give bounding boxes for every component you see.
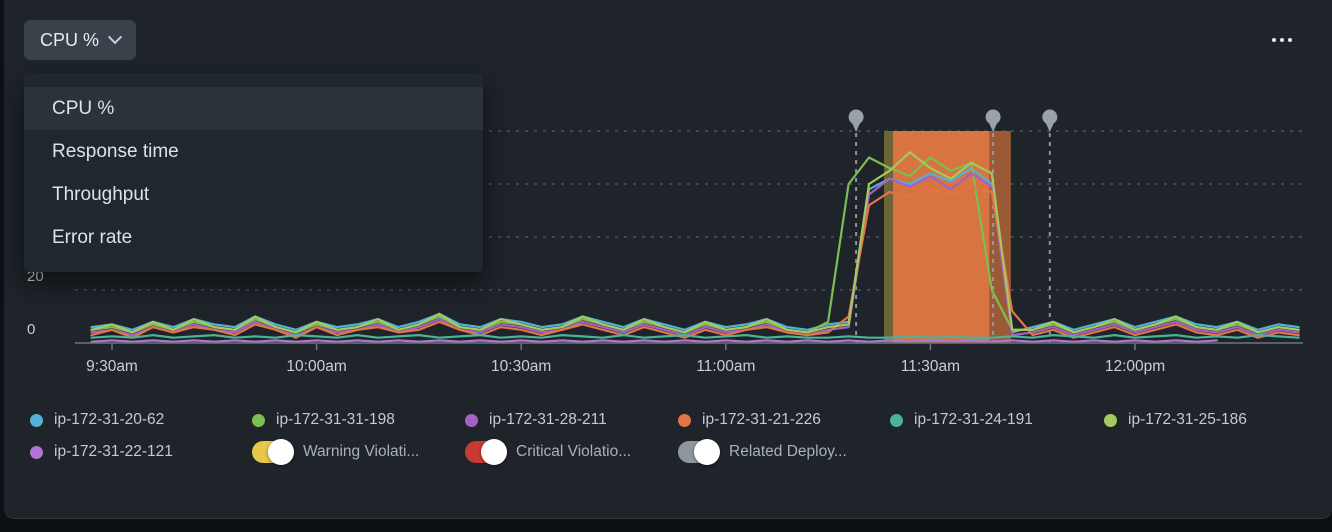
deployment-marker-pin[interactable] — [848, 109, 864, 125]
overflow-menu-button[interactable] — [1264, 32, 1300, 48]
x-axis-label: 10:30am — [491, 358, 552, 375]
legend-item-ip-172-31-31-198[interactable]: ip-172-31-31-198 — [252, 407, 395, 433]
legend-host-label: ip-172-31-21-226 — [702, 411, 821, 428]
chevron-down-icon — [107, 30, 123, 45]
toggle-label: Warning Violati... — [303, 443, 420, 460]
legend-item-ip-172-31-28-211[interactable]: ip-172-31-28-211 — [465, 407, 607, 433]
menu-item-error-rate[interactable]: Error rate — [52, 227, 133, 248]
legend-item-ip-172-31-21-226[interactable]: ip-172-31-21-226 — [678, 407, 821, 433]
legend-host-label: ip-172-31-31-198 — [276, 411, 395, 428]
series-color-dot — [465, 413, 478, 427]
series-color-dot — [30, 445, 43, 459]
toggle-knob — [694, 439, 720, 465]
legend-host-label: ip-172-31-22-121 — [54, 443, 173, 460]
legend-host-label: ip-172-31-25-186 — [1128, 411, 1247, 428]
metric-dropdown-menu: CPU % Response time Throughput Error rate — [24, 73, 483, 272]
series-color-dot — [30, 413, 43, 427]
y-axis-labels: 20 0 — [0, 0, 70, 400]
legend-item-ip-172-31-25-186[interactable]: ip-172-31-25-186 — [1104, 407, 1247, 433]
legend-item-ip-172-31-22-121[interactable]: ip-172-31-22-121 — [30, 439, 173, 465]
x-axis-label: 11:00am — [696, 358, 756, 375]
ellipsis-dot — [1288, 38, 1292, 42]
y-axis-label: 0 — [27, 321, 36, 338]
x-axis-labels: 9:30am 10:00am 10:30am 11:00am 11:30am 12:00p… — [0, 358, 1332, 382]
x-axis-label: 11:30am — [900, 358, 960, 375]
deployment-marker-pin[interactable] — [1042, 109, 1058, 125]
toggle-switch[interactable] — [252, 439, 294, 465]
toggle-switch[interactable] — [678, 439, 720, 465]
menu-item-cpu[interactable]: CPU % — [24, 87, 483, 130]
y-axis-label: 20 — [27, 268, 44, 285]
legend-toggle-related-deploy[interactable]: Related Deploy... — [678, 439, 847, 465]
x-axis-label: 9:30am — [86, 358, 138, 375]
legend-toggle-critical-violatio[interactable]: Critical Violatio... — [465, 439, 631, 465]
toggle-label: Related Deploy... — [729, 443, 847, 460]
legend-item-ip-172-31-24-191[interactable]: ip-172-31-24-191 — [890, 407, 1033, 433]
series-color-dot — [252, 413, 265, 427]
toggle-knob — [481, 439, 507, 465]
ellipsis-dot — [1280, 38, 1284, 42]
menu-item-response-time[interactable]: Response time — [52, 141, 179, 162]
series-color-dot — [890, 413, 903, 427]
deployment-marker-pin[interactable] — [985, 109, 1001, 125]
legend-host-label: ip-172-31-24-191 — [914, 411, 1033, 428]
toggle-switch[interactable] — [465, 439, 507, 465]
series-color-dot — [678, 413, 691, 427]
legend-host-label: ip-172-31-28-211 — [489, 411, 607, 428]
metric-dropdown-label: CPU % — [40, 29, 100, 50]
legend-item-ip-172-31-20-62[interactable]: ip-172-31-20-62 — [30, 407, 164, 433]
x-axis-label: 10:00am — [286, 358, 347, 375]
x-axis-label: 12:00pm — [1104, 358, 1166, 375]
legend-toggle-warning-violati[interactable]: Warning Violati... — [252, 439, 419, 465]
series-color-dot — [1104, 413, 1117, 427]
toggle-label: Critical Violatio... — [516, 443, 632, 460]
metric-dropdown-button[interactable]: CPU % — [24, 20, 137, 60]
ellipsis-dot — [1272, 38, 1276, 42]
toggle-knob — [268, 439, 294, 465]
legend-host-label: ip-172-31-20-62 — [54, 411, 165, 428]
menu-item-throughput[interactable]: Throughput — [52, 184, 150, 205]
